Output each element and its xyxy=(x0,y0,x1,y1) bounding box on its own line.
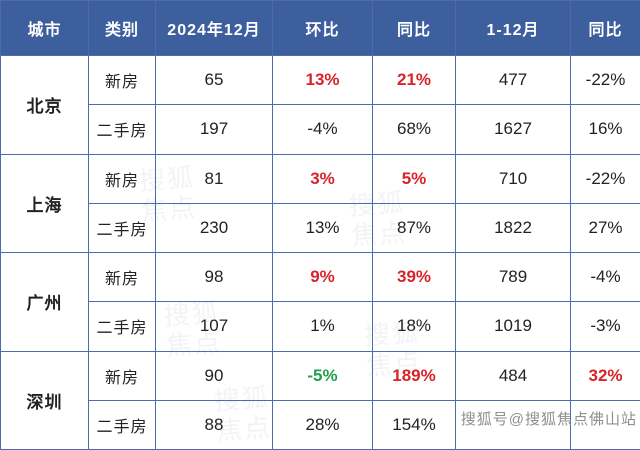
table-row: 广州 新房 98 9% 39% 789 -4% xyxy=(0,251,640,352)
value-ytd: 477 xyxy=(455,54,571,106)
table-row: 二手房 197 -4% 68% 1627 16% xyxy=(1,104,640,155)
city-cell: 广州 xyxy=(0,252,89,352)
value-dec: 107 xyxy=(155,301,273,352)
col-header-ytd: 1-12月 xyxy=(455,0,571,56)
value-ytd-yoy: -22% xyxy=(570,54,640,106)
col-header-city: 城市 xyxy=(0,0,89,56)
table-header: 城市 类别 2024年12月 环比 同比 1-12月 同比 xyxy=(0,0,640,56)
category-cell: 二手房 xyxy=(88,399,156,450)
value-ytd: 789 xyxy=(455,251,571,303)
value-ytd xyxy=(455,399,571,450)
table-row: 上海 新房 81 3% 5% 710 -22% xyxy=(0,153,640,253)
category-cell: 新房 xyxy=(88,153,156,204)
value-yoy: 189% xyxy=(372,350,456,401)
category-cell: 二手房 xyxy=(88,202,156,254)
value-dec: 88 xyxy=(155,399,273,450)
col-header-yoy: 同比 xyxy=(372,0,456,56)
city-cell: 上海 xyxy=(0,153,89,253)
value-ytd: 1627 xyxy=(455,104,571,155)
value-mom: -5% xyxy=(272,350,373,401)
table-row: 北京 新房 65 13% 21% 477 -22% xyxy=(0,54,640,155)
col-header-mom: 环比 xyxy=(272,0,373,56)
value-yoy: 39% xyxy=(372,251,456,303)
value-ytd-yoy: 16% xyxy=(570,104,640,155)
value-ytd: 1822 xyxy=(455,202,571,254)
value-yoy: 21% xyxy=(372,54,456,106)
category-cell: 二手房 xyxy=(88,104,156,155)
value-yoy: 87% xyxy=(372,202,456,254)
value-dec: 230 xyxy=(155,202,273,254)
city-cell: 深圳 xyxy=(0,350,89,450)
value-mom: -4% xyxy=(272,104,373,155)
table-row: 二手房 107 1% 18% 1019 -3% xyxy=(1,301,640,352)
category-cell: 新房 xyxy=(88,350,156,401)
value-mom: 1% xyxy=(272,301,373,352)
col-header-dec2024: 2024年12月 xyxy=(155,0,273,56)
value-ytd: 1019 xyxy=(455,301,571,352)
col-header-ytd-yoy: 同比 xyxy=(570,0,640,56)
value-mom: 9% xyxy=(272,251,373,303)
value-ytd-yoy: 32% xyxy=(570,350,640,401)
value-yoy: 5% xyxy=(372,153,456,204)
value-yoy: 68% xyxy=(372,104,456,155)
value-ytd-yoy: -3% xyxy=(570,301,640,352)
category-cell: 二手房 xyxy=(88,301,156,352)
value-mom: 3% xyxy=(272,153,373,204)
value-ytd: 710 xyxy=(455,153,571,204)
value-ytd-yoy: -4% xyxy=(570,251,640,303)
value-ytd-yoy: -22% xyxy=(570,153,640,204)
city-cell: 北京 xyxy=(0,55,89,155)
value-ytd: 484 xyxy=(455,350,571,401)
value-dec: 98 xyxy=(155,251,273,303)
value-yoy: 154% xyxy=(372,399,456,450)
value-mom: 13% xyxy=(272,202,373,254)
col-header-category: 类别 xyxy=(88,0,156,56)
table-row: 二手房 88 28% 154% xyxy=(1,399,640,450)
category-cell: 新房 xyxy=(88,251,156,303)
header-row: 城市 类别 2024年12月 环比 同比 1-12月 同比 xyxy=(0,0,640,56)
value-mom: 13% xyxy=(272,54,373,106)
value-dec: 81 xyxy=(155,153,273,204)
table-row: 深圳 新房 90 -5% 189% 484 32% xyxy=(0,350,640,450)
table-row: 二手房 230 13% 87% 1822 27% xyxy=(1,202,640,254)
value-mom: 28% xyxy=(272,399,373,450)
value-yoy: 18% xyxy=(372,301,456,352)
value-ytd-yoy xyxy=(570,399,640,450)
value-dec: 65 xyxy=(155,54,273,106)
value-dec: 197 xyxy=(155,104,273,155)
category-cell: 新房 xyxy=(88,54,156,106)
value-ytd-yoy: 27% xyxy=(570,202,640,254)
value-dec: 90 xyxy=(155,350,273,401)
